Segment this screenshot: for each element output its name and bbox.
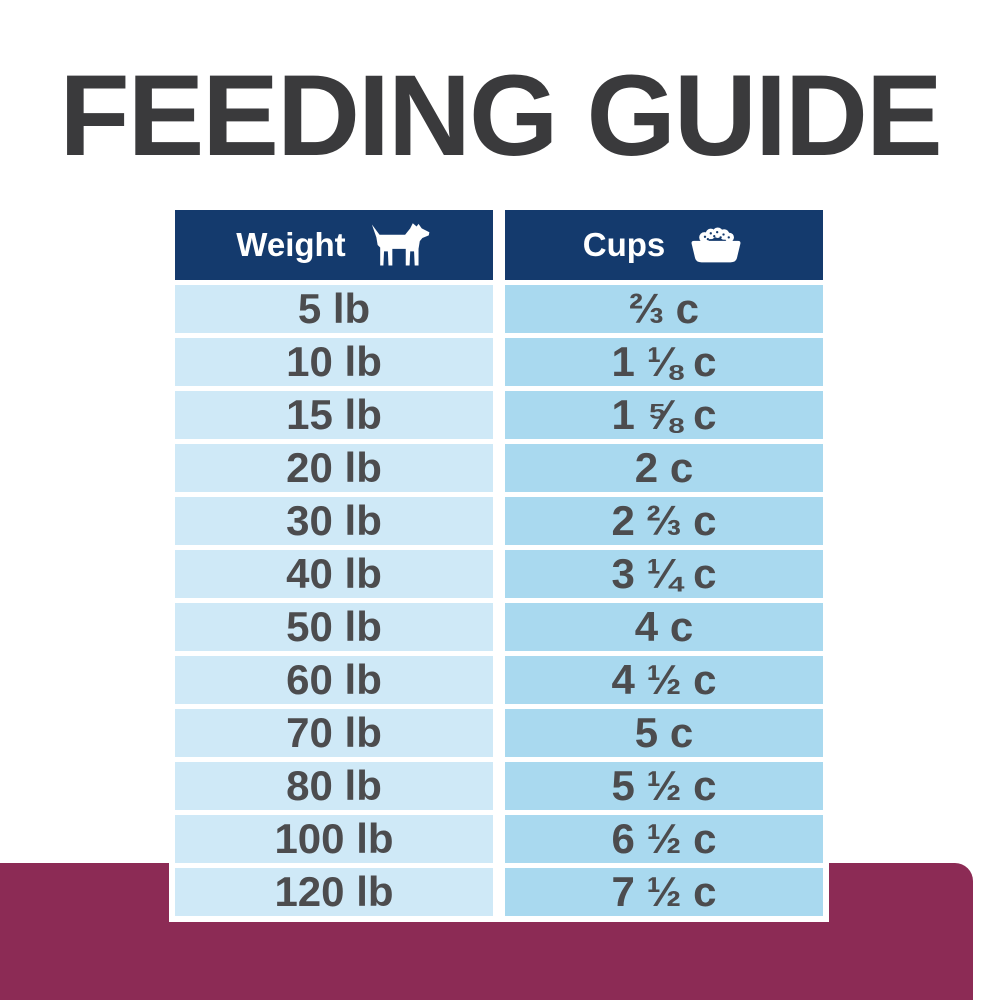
weight-cell: 120 lb — [175, 868, 493, 916]
dog-icon — [368, 222, 432, 268]
feeding-table: Weight Cups — [169, 204, 829, 922]
cups-cell: 3 ¼ c — [505, 550, 823, 598]
cups-cell: 2 ⅔ c — [505, 497, 823, 545]
weight-cell: 5 lb — [175, 285, 493, 333]
cups-header-label: Cups — [582, 226, 666, 263]
weight-cell: 40 lb — [175, 550, 493, 598]
cups-cell: 1 ⅝ c — [505, 391, 823, 439]
cups-cell: 1 ⅛ c — [505, 338, 823, 386]
table-header-weight: Weight — [175, 210, 493, 280]
cups-cell: 4 ½ c — [505, 656, 823, 704]
cups-cell: 4 c — [505, 603, 823, 651]
page-title: FEEDING GUIDE — [59, 52, 942, 180]
weight-cell: 60 lb — [175, 656, 493, 704]
weight-cell: 70 lb — [175, 709, 493, 757]
cups-cell: 2 c — [505, 444, 823, 492]
weight-cell: 30 lb — [175, 497, 493, 545]
weight-cell: 80 lb — [175, 762, 493, 810]
weight-cell: 100 lb — [175, 815, 493, 863]
cups-cell: 6 ½ c — [505, 815, 823, 863]
cups-cell: ⅔ c — [505, 285, 823, 333]
weight-cell: 15 lb — [175, 391, 493, 439]
weight-cell: 10 lb — [175, 338, 493, 386]
table-header-cups: Cups — [505, 210, 823, 280]
cups-cell: 7 ½ c — [505, 868, 823, 916]
weight-cell: 20 lb — [175, 444, 493, 492]
cups-cell: 5 ½ c — [505, 762, 823, 810]
cups-cell: 5 c — [505, 709, 823, 757]
weight-cell: 50 lb — [175, 603, 493, 651]
weight-header-label: Weight — [236, 226, 346, 263]
dog-bowl-icon — [687, 225, 745, 266]
